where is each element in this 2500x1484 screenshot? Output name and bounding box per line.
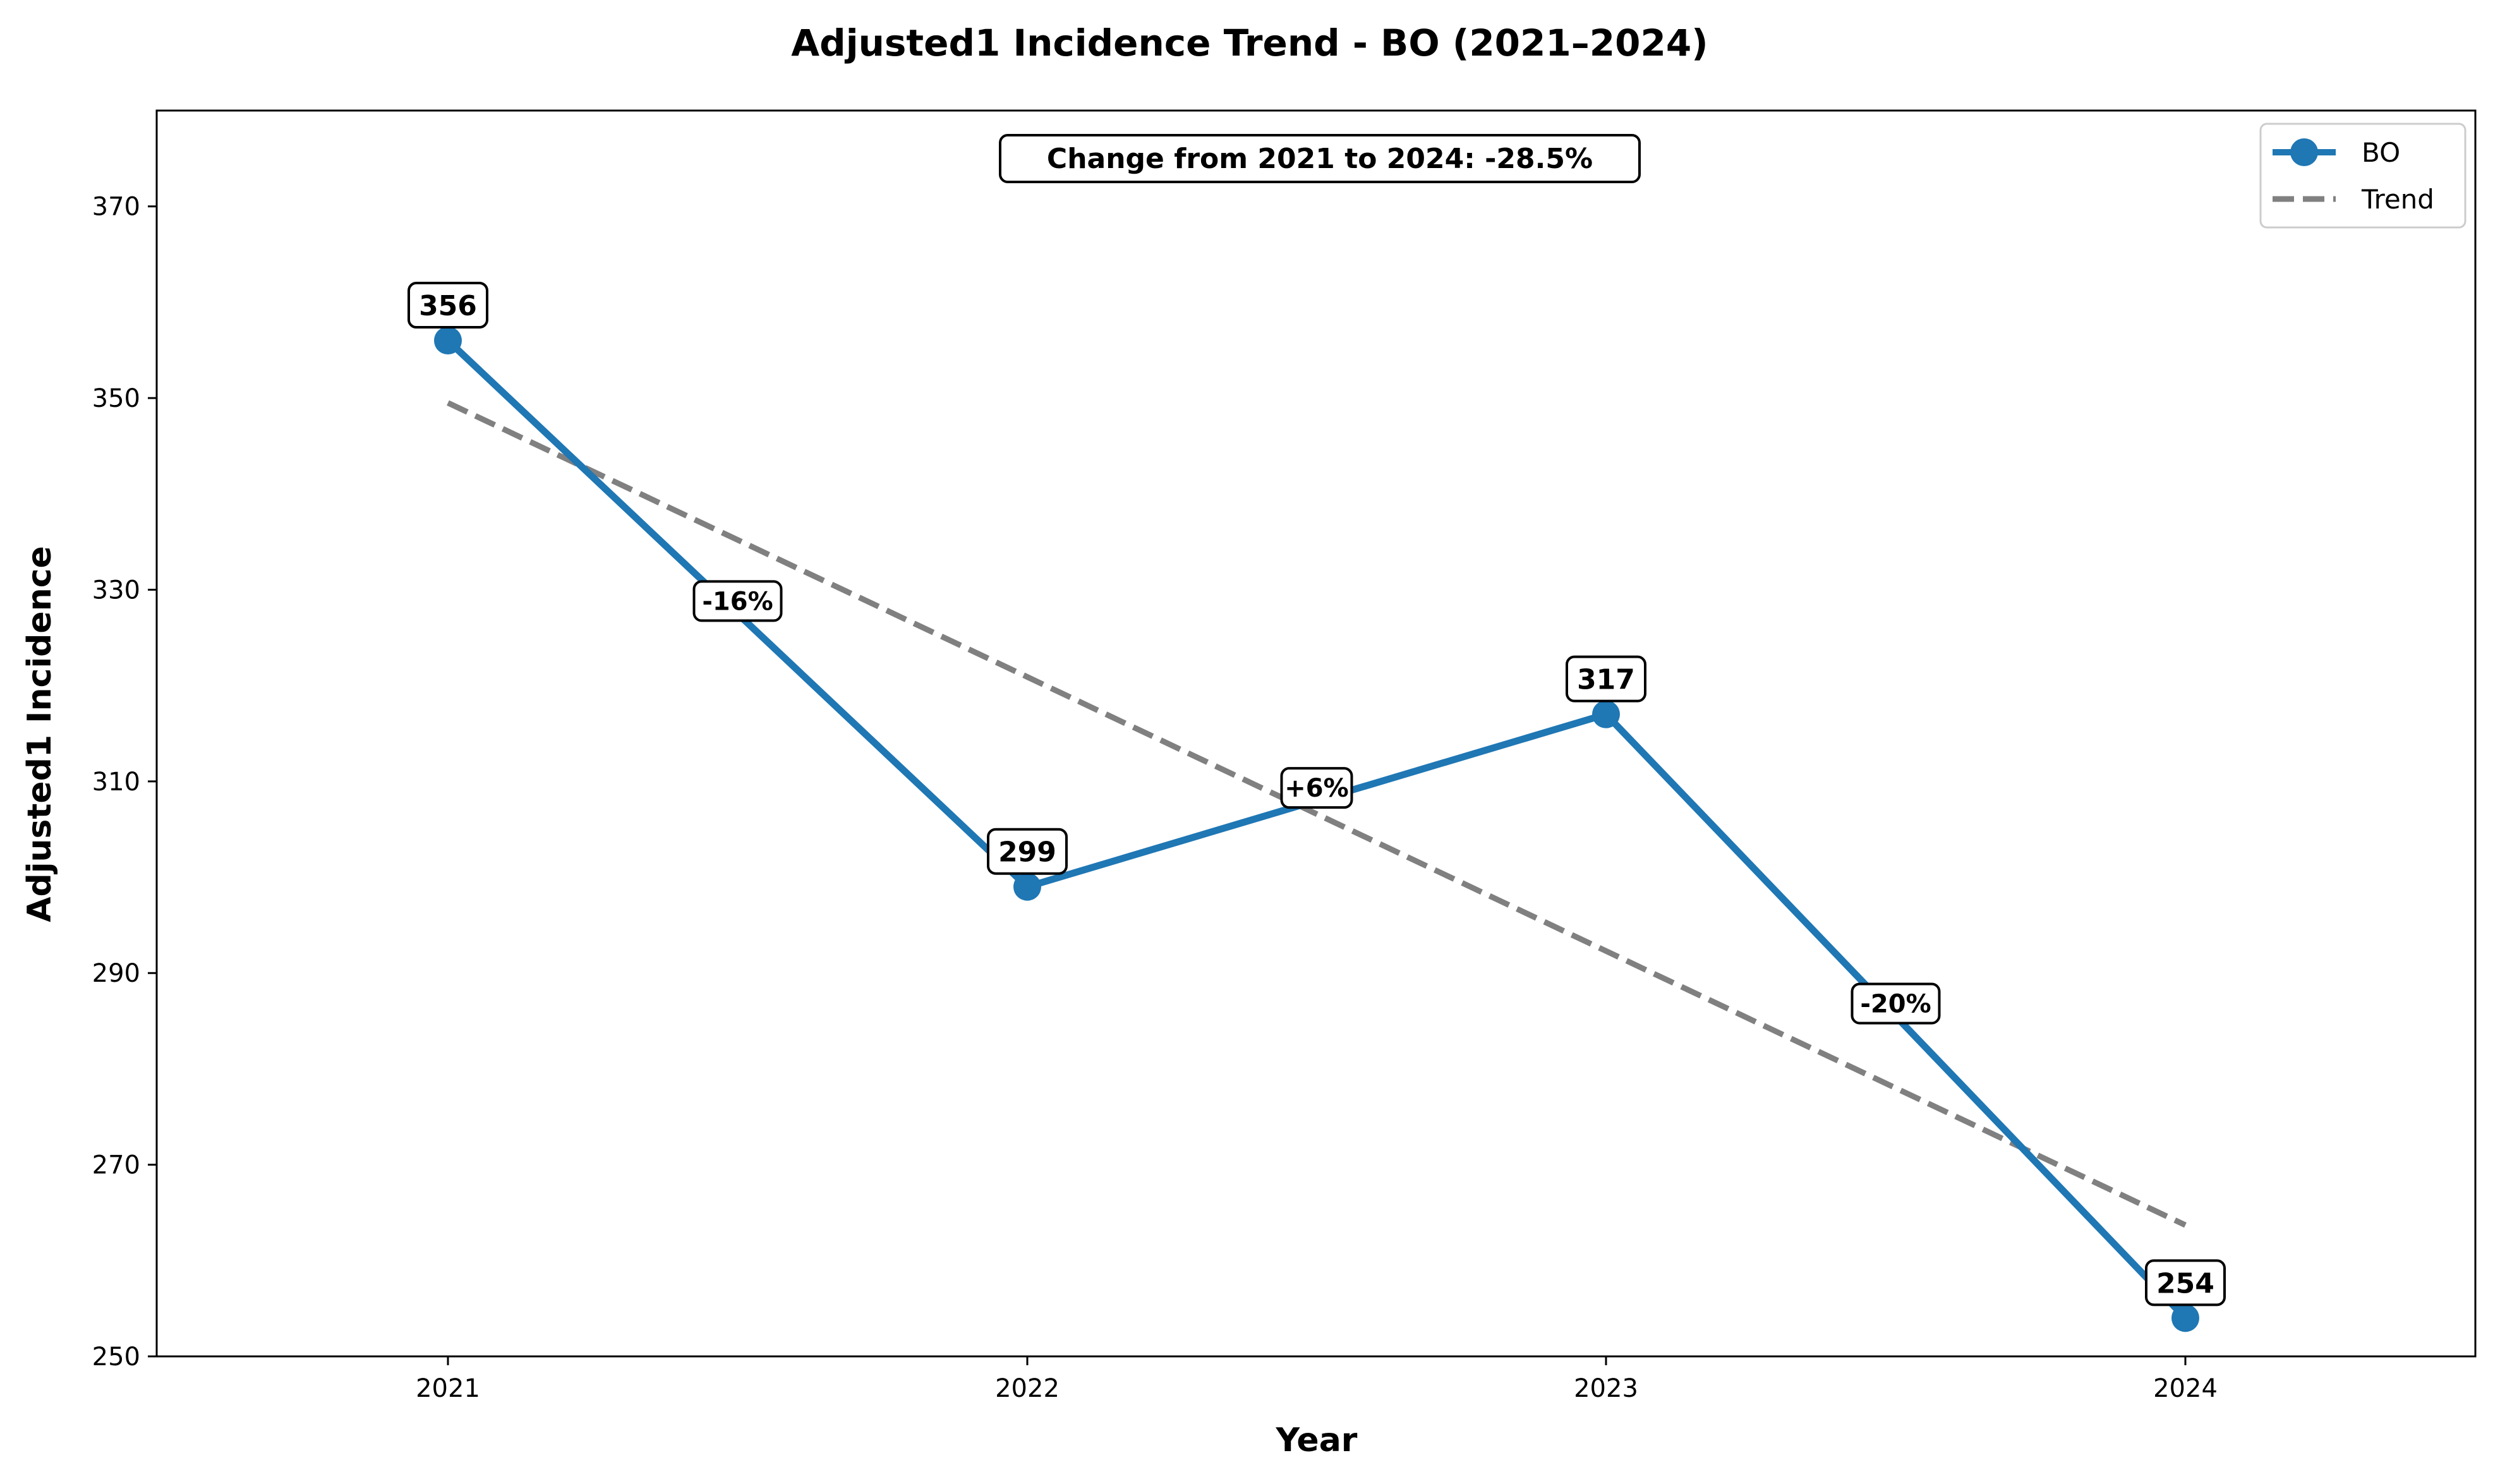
value-label-box	[2145, 1259, 2226, 1306]
value-label: 356	[419, 290, 477, 322]
legend-trend-label: Trend	[2361, 184, 2434, 215]
y-tick-label: 310	[92, 768, 140, 797]
legend-bo-marker	[2290, 138, 2318, 166]
y-tick-label: 370	[92, 193, 140, 222]
change-label-box	[692, 580, 783, 622]
x-tick-label: 2023	[1574, 1374, 1638, 1403]
y-tick-label: 290	[92, 959, 140, 988]
change-annotation: Change from 2021 to 2024: -28.5%	[999, 134, 1641, 183]
value-label-box	[408, 282, 488, 329]
value-label: 317	[1577, 664, 1635, 696]
change-label-box	[1280, 767, 1353, 809]
bo-data-point	[1013, 872, 1041, 901]
plot-area	[155, 109, 2477, 1358]
data-labels: 356 299 317 254 -16% +6% -20%	[408, 282, 2226, 1306]
y-tick-label: 250	[92, 1342, 140, 1372]
y-tick-label: 330	[92, 576, 140, 605]
x-axis: 2021 2022 2023 2024	[416, 1356, 2218, 1403]
y-axis-label: Adjusted1 Incidence	[21, 546, 59, 922]
x-tick-label: 2024	[2153, 1374, 2218, 1403]
y-tick-label: 350	[92, 384, 140, 413]
value-label: 299	[998, 836, 1056, 869]
value-label-box	[987, 828, 1068, 875]
x-tick-label: 2021	[416, 1374, 480, 1403]
change-label-box	[1851, 982, 1941, 1025]
trend-line	[447, 400, 2187, 1228]
change-label: -16%	[702, 587, 773, 616]
value-label-box	[1566, 655, 1646, 703]
bo-data-point	[1592, 700, 1620, 728]
change-annotation-text: Change from 2021 to 2024: -28.5%	[1047, 143, 1593, 175]
x-tick-label: 2022	[995, 1374, 1060, 1403]
bo-data-point	[434, 327, 462, 355]
value-label: 254	[2156, 1267, 2214, 1300]
y-tick-label: 270	[92, 1151, 140, 1180]
change-label: +6%	[1284, 774, 1348, 803]
legend-bo-label: BO	[2362, 137, 2400, 168]
change-annotation-box	[999, 134, 1641, 183]
chart-title: Adjusted1 Incidence Trend - BO (2021–202…	[791, 21, 1708, 64]
x-axis-label: Year	[1276, 1421, 1358, 1459]
bo-data-point	[2171, 1304, 2199, 1332]
y-axis: 250 270 290 310 330 350 370	[92, 193, 157, 1372]
change-label: -20%	[1860, 989, 1931, 1018]
legend: BO Trend	[2259, 123, 2467, 229]
